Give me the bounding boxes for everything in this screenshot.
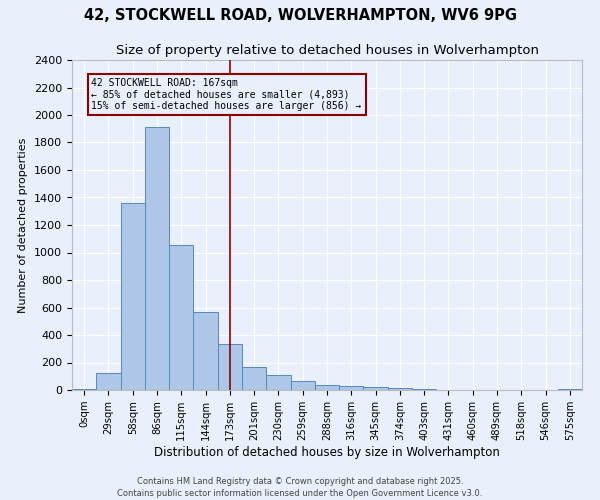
Bar bbox=[242, 366, 266, 390]
Bar bbox=[121, 203, 145, 390]
Bar bbox=[558, 388, 582, 390]
Y-axis label: Number of detached properties: Number of detached properties bbox=[19, 138, 28, 312]
Bar bbox=[290, 382, 315, 390]
Text: Contains HM Land Registry data © Crown copyright and database right 2025.
Contai: Contains HM Land Registry data © Crown c… bbox=[118, 476, 482, 498]
Bar bbox=[96, 373, 121, 390]
Bar bbox=[339, 386, 364, 390]
Bar bbox=[193, 312, 218, 390]
Bar bbox=[364, 386, 388, 390]
Bar bbox=[218, 344, 242, 390]
Bar bbox=[266, 375, 290, 390]
Bar bbox=[72, 388, 96, 390]
Bar bbox=[169, 245, 193, 390]
Bar bbox=[145, 128, 169, 390]
Bar bbox=[388, 388, 412, 390]
Title: Size of property relative to detached houses in Wolverhampton: Size of property relative to detached ho… bbox=[115, 44, 539, 58]
Text: 42 STOCKWELL ROAD: 167sqm
← 85% of detached houses are smaller (4,893)
15% of se: 42 STOCKWELL ROAD: 167sqm ← 85% of detac… bbox=[91, 78, 362, 111]
Bar bbox=[315, 385, 339, 390]
X-axis label: Distribution of detached houses by size in Wolverhampton: Distribution of detached houses by size … bbox=[154, 446, 500, 458]
Text: 42, STOCKWELL ROAD, WOLVERHAMPTON, WV6 9PG: 42, STOCKWELL ROAD, WOLVERHAMPTON, WV6 9… bbox=[83, 8, 517, 22]
